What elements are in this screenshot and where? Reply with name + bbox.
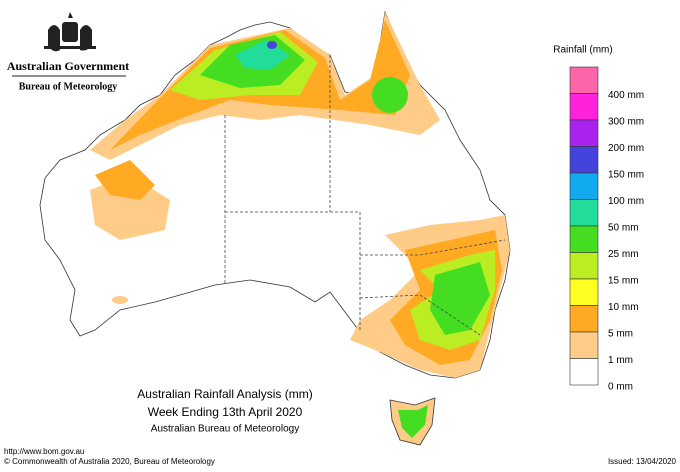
legend-swatch [569, 278, 599, 306]
legend-swatch [569, 252, 599, 280]
caption-subtitle: Week Ending 13th April 2020 [148, 405, 303, 419]
legend-label: 15 mm [608, 276, 639, 287]
legend-swatch [569, 199, 599, 227]
bureau-name: Bureau of Meteorology [19, 81, 118, 92]
legend-label: 0 mm [608, 382, 633, 393]
legend-swatch [569, 172, 599, 200]
legend-title: Rainfall (mm) [553, 45, 612, 56]
legend-swatch [569, 146, 599, 174]
legend-label: 150 mm [608, 170, 644, 181]
legend-label: 200 mm [608, 143, 644, 154]
state-borders [224, 55, 506, 336]
footer-url: http://www.bom.gov.au [4, 447, 84, 456]
legend: 400 mm 300 mm 200 mm 150 mm 100 mm 50 mm 25 mm… [569, 66, 644, 393]
legend-label: 25 mm [608, 249, 639, 260]
legend-swatch [569, 66, 599, 94]
legend-swatch [569, 305, 599, 333]
legend-swatch [569, 93, 599, 121]
legend-label: 5 mm [608, 329, 633, 340]
tasmania-rain [398, 405, 428, 438]
legend-label: 1 mm [608, 355, 633, 366]
legend-label: 50 mm [608, 223, 639, 234]
legend-swatch [569, 119, 599, 147]
caption-title: Australian Rainfall Analysis (mm) [137, 387, 312, 401]
legend-label: 100 mm [608, 196, 644, 207]
coat-of-arms [44, 12, 96, 52]
government-name: Australian Government [7, 59, 129, 73]
legend-swatch [569, 331, 599, 359]
footer-copyright: © Commonwealth of Australia 2020, Bureau… [4, 457, 215, 466]
legend-label: 300 mm [608, 117, 644, 128]
caption-source: Australian Bureau of Meteorology [151, 424, 299, 435]
legend-swatch [569, 358, 599, 386]
legend-label: 10 mm [608, 302, 639, 313]
legend-swatch [569, 225, 599, 253]
legend-label: 400 mm [608, 90, 644, 101]
footer-issued: Issued: 13/04/2020 [608, 457, 677, 466]
rain-areas [90, 12, 510, 378]
